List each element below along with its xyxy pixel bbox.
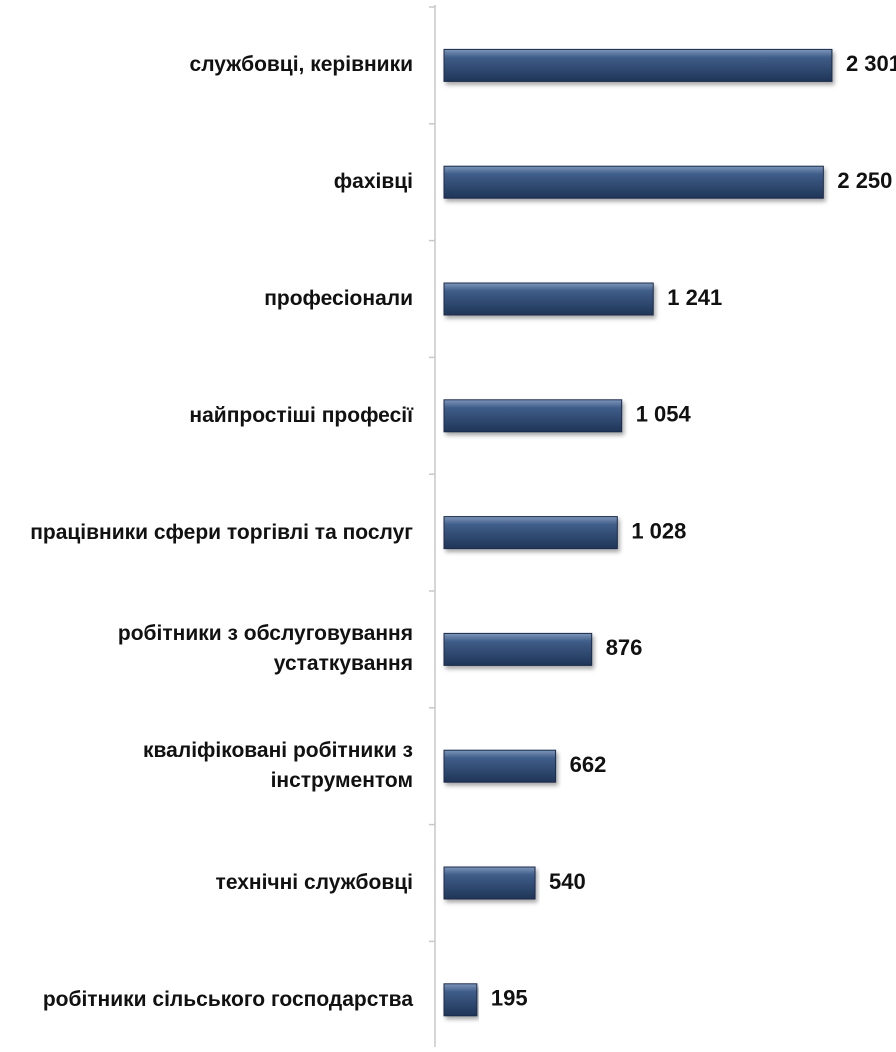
category-label: службовці, керівники	[189, 53, 413, 77]
category-label: технічні службовці	[215, 871, 413, 894]
value-label: 1 028	[631, 518, 686, 543]
value-label: 1 054	[636, 402, 692, 427]
value-label: 662	[570, 752, 607, 777]
value-label: 1 241	[667, 285, 722, 310]
bar	[443, 866, 536, 900]
bar	[443, 399, 623, 433]
category-label: професіонали	[264, 287, 413, 310]
category-label: працівники сфери торгівлі та послуг	[30, 520, 413, 544]
value-label: 195	[491, 986, 528, 1011]
category-label: найпростіші професії	[189, 403, 413, 427]
bar	[443, 983, 478, 1017]
category-label: кваліфіковані робітники з інструментом	[143, 739, 413, 793]
category-label: фахівці	[333, 170, 413, 194]
bar	[443, 282, 654, 316]
bar	[443, 48, 833, 82]
value-label: 540	[549, 869, 586, 894]
category-label: робітники з обслуговування устаткування	[117, 622, 413, 676]
value-label: 876	[606, 635, 643, 660]
bar	[443, 749, 557, 783]
bar	[443, 165, 824, 199]
bar	[443, 632, 593, 666]
category-label: робітники сільського господарства	[42, 987, 413, 1011]
bar	[443, 516, 618, 550]
value-label: 2 250	[837, 168, 892, 193]
value-label: 2 301	[846, 51, 896, 76]
